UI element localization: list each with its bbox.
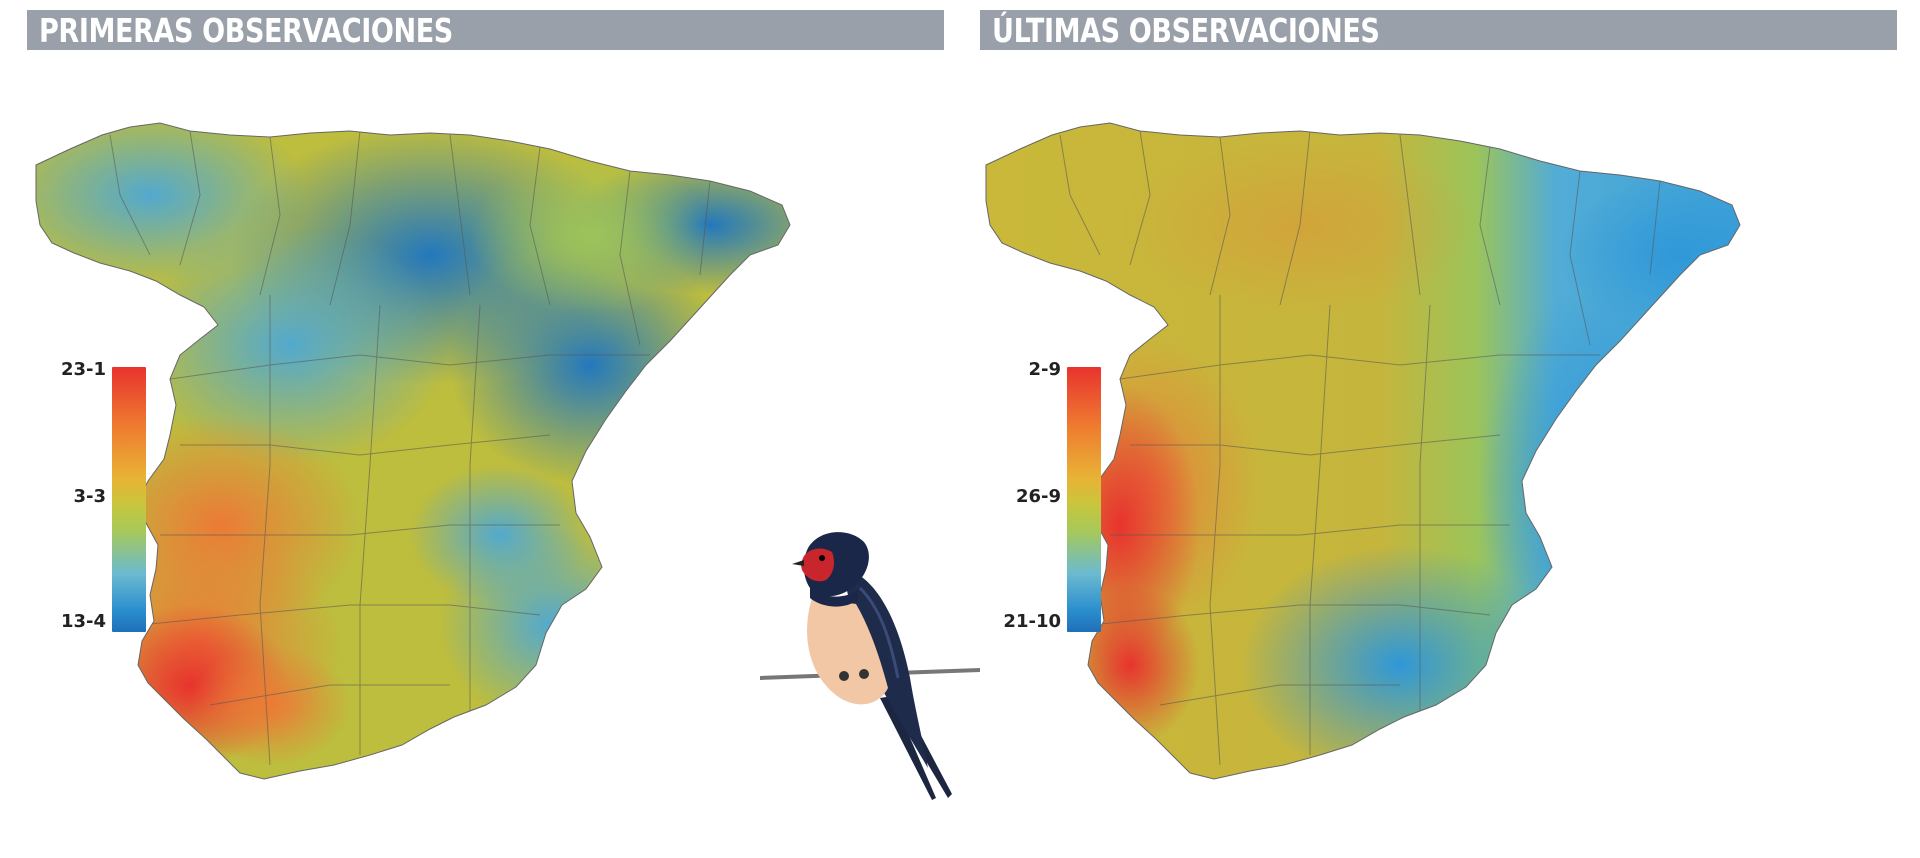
left-panel-title: PRIMERAS OBSERVACIONES — [27, 10, 944, 50]
right-color-legend: 2-9 26-9 21-10 — [965, 359, 1105, 632]
legend-top-label: 2-9 — [1028, 359, 1061, 380]
right-panel-title: ÚLTIMAS OBSERVACIONES — [980, 10, 1897, 50]
legend-color-bar — [1067, 367, 1101, 632]
legend-bottom-label: 13-4 — [60, 611, 106, 632]
legend-color-bar — [112, 367, 146, 632]
legend-top-label: 23-1 — [60, 359, 106, 380]
legend-bottom-label: 21-10 — [1003, 611, 1061, 632]
legend-middle-label: 26-9 — [1015, 486, 1061, 507]
first-observations-map — [35, 122, 791, 780]
left-color-legend: 23-1 3-3 13-4 — [10, 359, 150, 632]
legend-middle-label: 3-3 — [73, 486, 106, 507]
barn-swallow-icon — [760, 532, 980, 800]
last-observations-map — [985, 122, 1741, 780]
